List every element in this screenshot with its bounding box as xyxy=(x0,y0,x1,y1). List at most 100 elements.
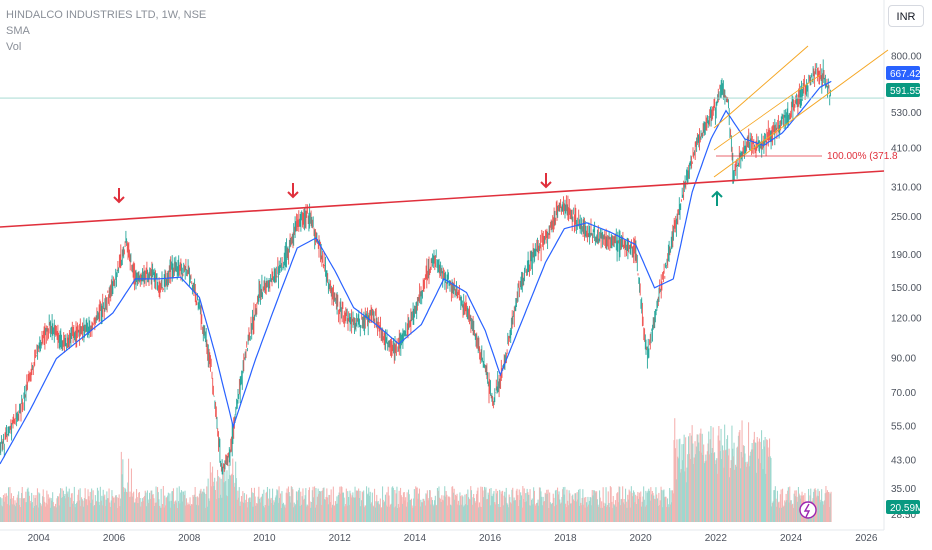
volume-bar xyxy=(828,492,830,522)
volume-bar xyxy=(717,435,719,522)
volume-bar xyxy=(697,434,699,522)
volume-bar xyxy=(753,439,755,522)
volume-bar xyxy=(159,505,161,522)
volume-bar xyxy=(506,502,508,522)
sma-indicator-label[interactable]: SMA xyxy=(6,25,30,37)
volume-bar xyxy=(242,491,244,522)
volume-bar xyxy=(178,501,180,522)
volume-bar xyxy=(673,440,675,522)
volume-bar xyxy=(358,498,360,522)
volume-bar xyxy=(1,498,3,522)
volume-bar xyxy=(476,490,478,522)
volume-bar xyxy=(357,490,359,522)
volume-bar xyxy=(374,488,376,522)
price-axis-pane[interactable] xyxy=(884,0,932,550)
time-axis-label: 2022 xyxy=(705,533,728,544)
volume-bar xyxy=(63,496,65,522)
volume-bar xyxy=(413,498,415,522)
volume-bar xyxy=(317,488,319,522)
volume-bar xyxy=(499,507,501,522)
volume-bar xyxy=(531,498,533,522)
volume-bar xyxy=(114,502,116,522)
volume-bar xyxy=(708,431,710,522)
volume-bar xyxy=(244,502,246,522)
volume-bar xyxy=(706,460,708,522)
volume-bar xyxy=(110,506,112,522)
volume-bar xyxy=(0,505,2,522)
volume-bar xyxy=(621,498,623,522)
volume-bar xyxy=(304,495,306,522)
volume-indicator-label[interactable]: Vol xyxy=(6,41,22,53)
volume-bar xyxy=(564,486,566,522)
volume-bar xyxy=(92,490,94,522)
volume-bar xyxy=(572,494,574,522)
volume-bar xyxy=(601,501,603,522)
volume-bar xyxy=(470,490,472,522)
volume-bar xyxy=(155,486,157,522)
volume-bar xyxy=(507,504,509,522)
volume-bar xyxy=(601,507,603,522)
volume-bar xyxy=(43,497,45,522)
volume-bar xyxy=(12,498,14,522)
volume-bar xyxy=(541,505,543,522)
volume-bar xyxy=(116,497,118,522)
volume-bar xyxy=(753,431,755,522)
resistance-trendline[interactable] xyxy=(0,170,885,228)
volume-bar xyxy=(106,491,108,522)
volume-bar xyxy=(308,490,310,522)
volume-bar xyxy=(311,490,313,522)
volume-bar xyxy=(289,496,291,522)
volume-bar xyxy=(229,475,231,522)
last-price-badge[interactable] xyxy=(886,83,920,97)
volume-bar xyxy=(405,506,407,522)
volume-bar xyxy=(53,506,55,522)
volume-bar xyxy=(648,490,650,522)
volume-bar xyxy=(502,490,504,522)
volume-bar xyxy=(239,505,241,522)
volume-bar xyxy=(402,492,404,522)
volume-bar xyxy=(492,493,494,522)
volume-bar xyxy=(277,502,279,522)
volume-bar xyxy=(544,501,546,522)
volume-bar xyxy=(338,492,340,522)
currency-button[interactable]: INR xyxy=(888,5,924,27)
volume-bar xyxy=(272,504,274,522)
volume-bar xyxy=(96,500,98,522)
volume-bar xyxy=(667,504,669,522)
sma-value-badge[interactable] xyxy=(886,66,920,80)
volume-bar xyxy=(485,487,487,522)
volume-bar xyxy=(11,504,13,522)
channel-middle-line[interactable] xyxy=(713,74,821,151)
volume-bar xyxy=(285,507,287,522)
volume-bar xyxy=(39,493,41,522)
volume-bar xyxy=(750,451,752,522)
volume-bar xyxy=(824,500,826,522)
volume-bar xyxy=(248,498,250,522)
volume-bar xyxy=(604,503,606,522)
volume-bar xyxy=(398,490,400,522)
volume-bar xyxy=(458,505,460,522)
volume-bar xyxy=(196,504,198,522)
volume-bar xyxy=(314,486,316,522)
volume-bar xyxy=(282,502,284,522)
volume-bar xyxy=(103,496,105,522)
volume-bar xyxy=(334,501,336,522)
volume-bar xyxy=(169,493,171,522)
volume-bar xyxy=(785,493,787,522)
volume-bar xyxy=(662,490,664,522)
volume-bar xyxy=(444,486,446,522)
volume-bar xyxy=(331,507,333,522)
volume-bar xyxy=(699,433,701,522)
volume-bar xyxy=(318,494,320,522)
volume-bar xyxy=(442,499,444,522)
channel-upper-line[interactable] xyxy=(713,45,809,129)
volume-bar xyxy=(446,494,448,522)
volume-bar xyxy=(321,490,323,522)
volume-bar xyxy=(606,505,608,522)
volume-bar xyxy=(694,441,696,522)
volume-value-badge[interactable] xyxy=(886,500,920,514)
volume-bar xyxy=(427,500,429,522)
volume-bar xyxy=(253,487,255,522)
flash-icon[interactable] xyxy=(799,501,817,519)
